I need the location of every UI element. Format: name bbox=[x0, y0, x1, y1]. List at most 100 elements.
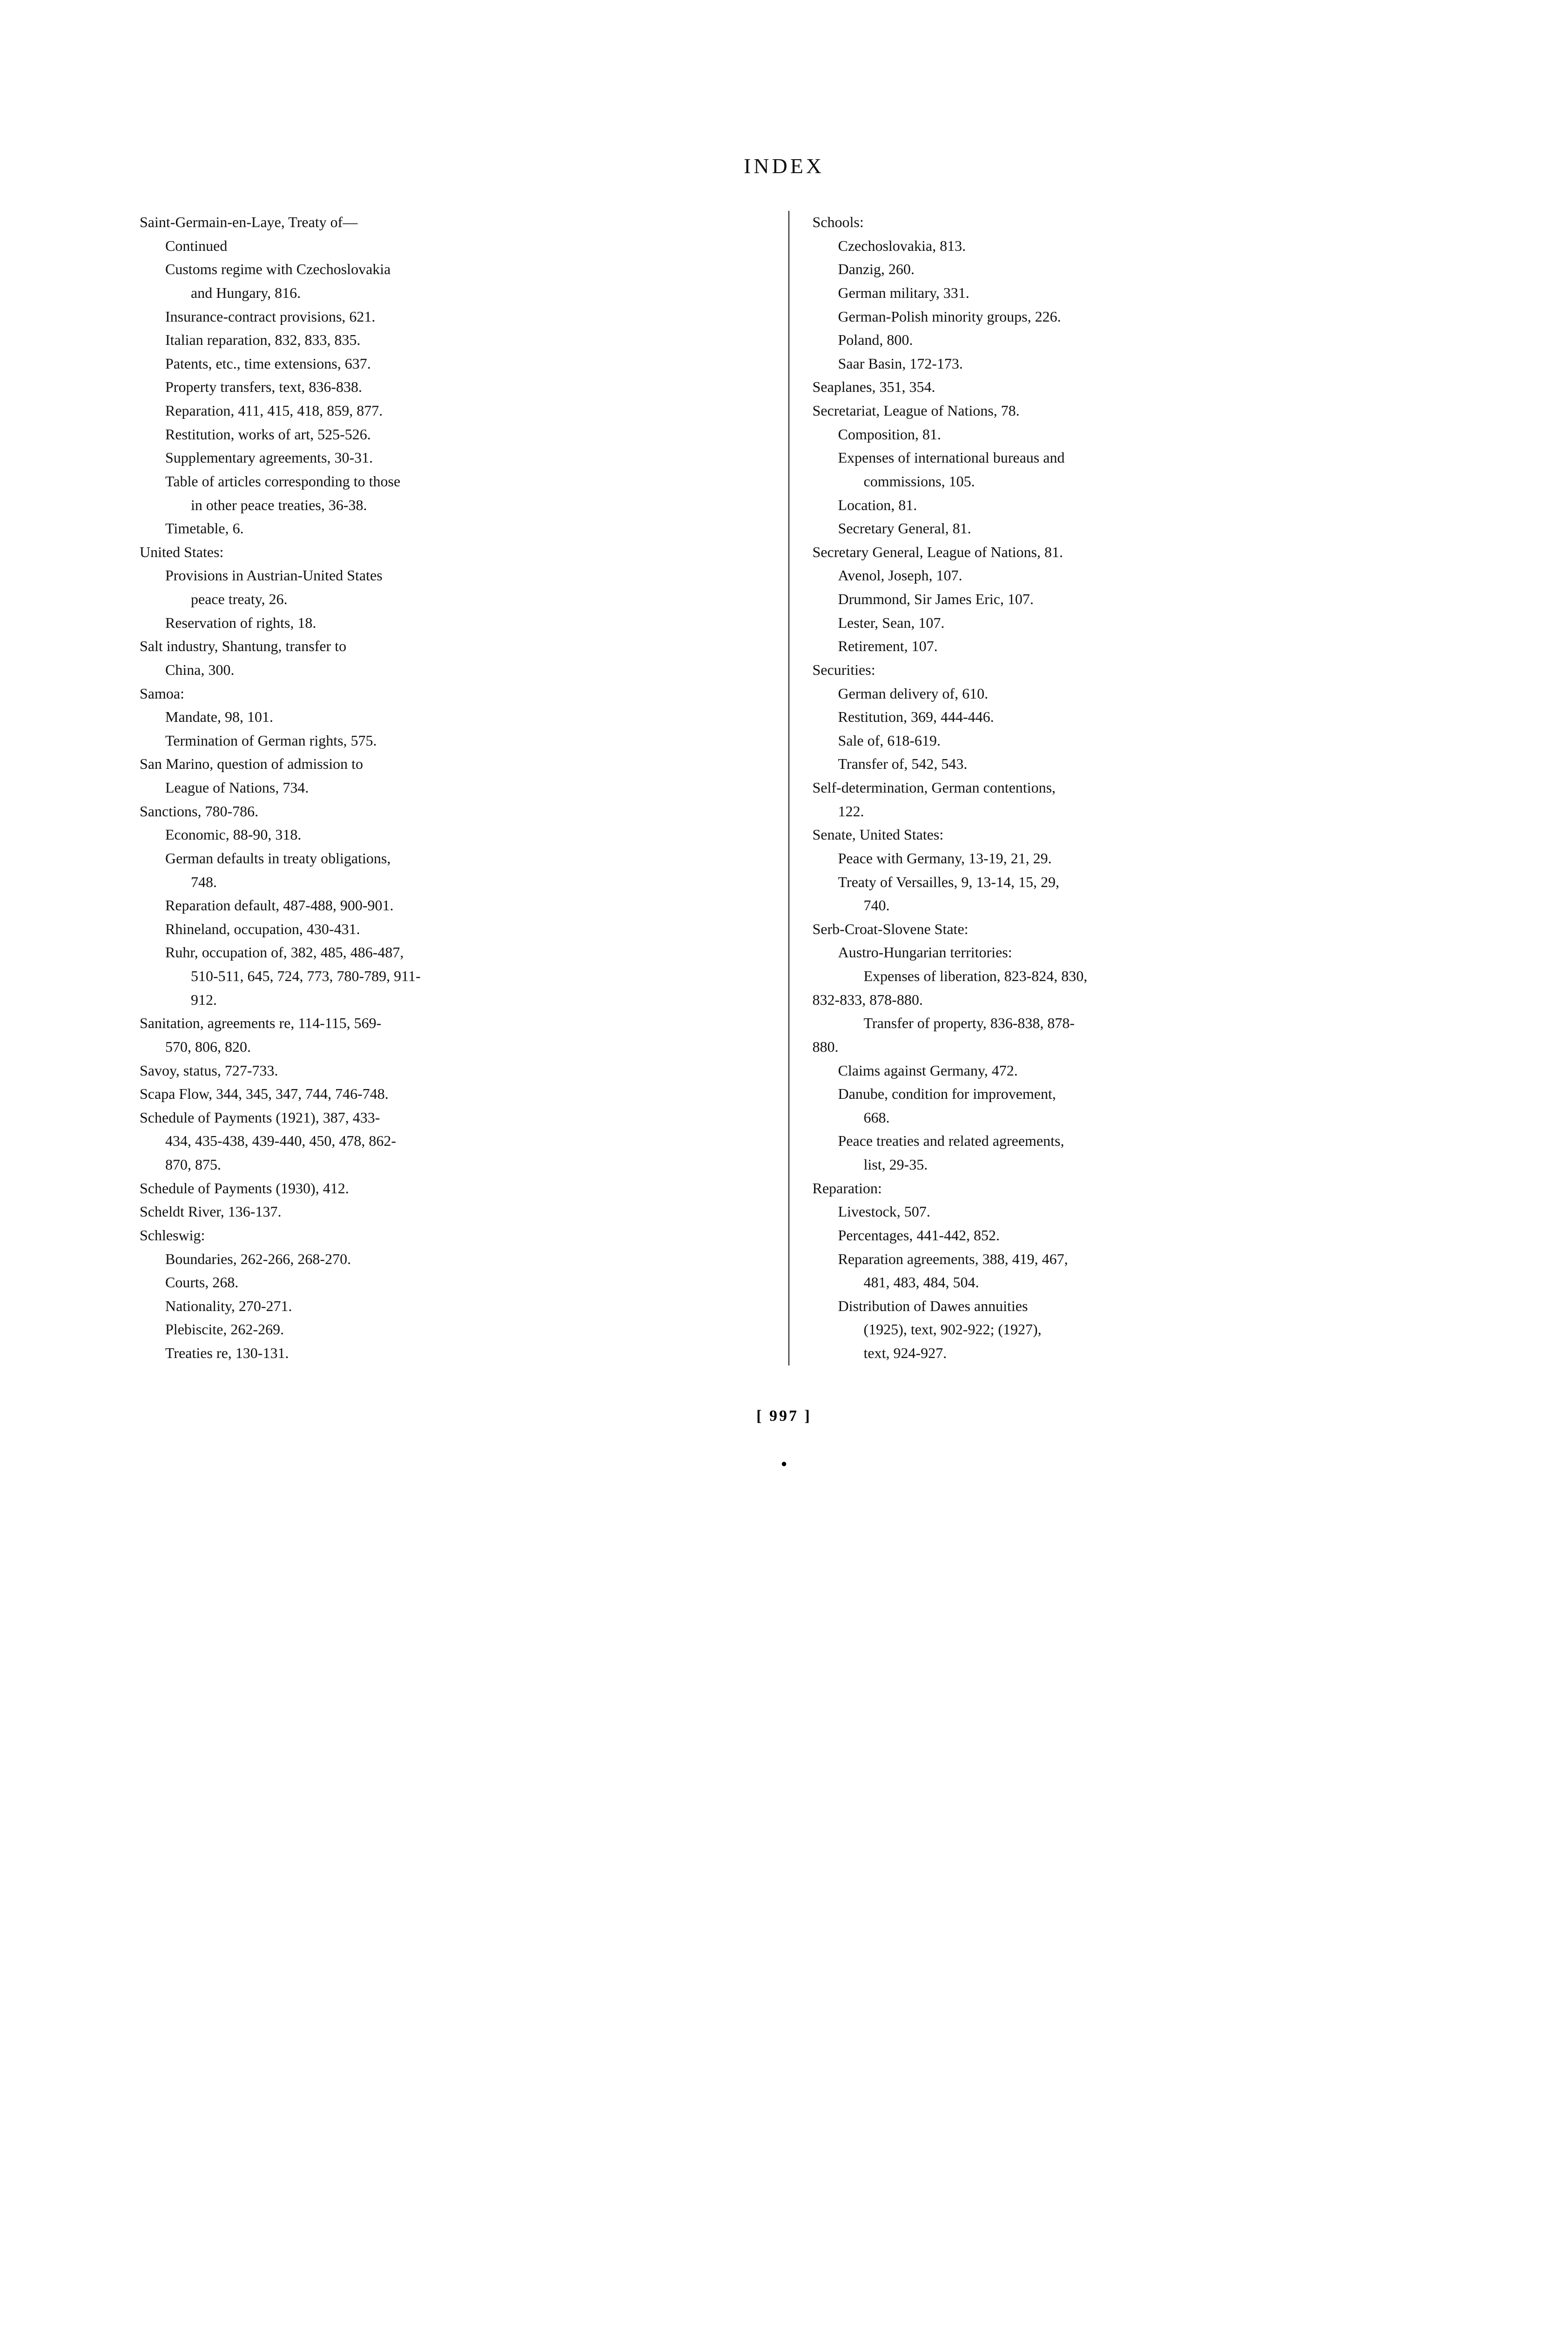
index-entry: 740. bbox=[813, 894, 1429, 917]
decorative-dot: • bbox=[140, 1453, 1428, 1475]
index-entry: China, 300. bbox=[140, 659, 756, 681]
index-entry: Distribution of Dawes annuities bbox=[813, 1295, 1429, 1318]
index-entry: Drummond, Sir James Eric, 107. bbox=[813, 588, 1429, 611]
index-entry: German delivery of, 610. bbox=[813, 682, 1429, 705]
index-entry: Reparation: bbox=[813, 1177, 1429, 1200]
index-entry: 570, 806, 820. bbox=[140, 1036, 756, 1058]
index-entry: Location, 81. bbox=[813, 494, 1429, 517]
index-entry: Livestock, 507. bbox=[813, 1200, 1429, 1223]
index-entry: Expenses of liberation, 823-824, 830, bbox=[813, 965, 1429, 988]
index-entry: Avenol, Joseph, 107. bbox=[813, 564, 1429, 587]
index-entry: Patents, etc., time extensions, 637. bbox=[140, 352, 756, 375]
index-entry: Mandate, 98, 101. bbox=[140, 706, 756, 728]
index-entry: 832-833, 878-880. bbox=[813, 989, 1429, 1011]
index-entry: Treaties re, 130-131. bbox=[140, 1342, 756, 1365]
index-entry: Saar Basin, 172-173. bbox=[813, 352, 1429, 375]
index-entry: Czechoslovakia, 813. bbox=[813, 235, 1429, 257]
index-entry: Seaplanes, 351, 354. bbox=[813, 376, 1429, 398]
index-entry: Plebiscite, 262-269. bbox=[140, 1318, 756, 1341]
index-entry: Secretariat, League of Nations, 78. bbox=[813, 399, 1429, 422]
index-entry: Salt industry, Shantung, transfer to bbox=[140, 635, 756, 658]
index-entry: Termination of German rights, 575. bbox=[140, 729, 756, 752]
index-entry: Table of articles corresponding to those bbox=[140, 470, 756, 493]
index-entry: Reservation of rights, 18. bbox=[140, 612, 756, 634]
index-entry: Expenses of international bureaus and bbox=[813, 446, 1429, 469]
index-entry: Continued bbox=[140, 235, 756, 257]
index-entry: Ruhr, occupation of, 382, 485, 486-487, bbox=[140, 941, 756, 964]
index-entry: Danube, condition for improvement, bbox=[813, 1083, 1429, 1105]
index-entry: 481, 483, 484, 504. bbox=[813, 1271, 1429, 1294]
index-entry: Treaty of Versailles, 9, 13-14, 15, 29, bbox=[813, 871, 1429, 894]
index-entry: Italian reparation, 832, 833, 835. bbox=[140, 329, 756, 351]
page-number-label: [ 997 ] bbox=[140, 1407, 1428, 1425]
index-entry: Boundaries, 262-266, 268-270. bbox=[140, 1248, 756, 1271]
index-entry: Customs regime with Czechoslovakia bbox=[140, 258, 756, 281]
index-entry: Secretary General, 81. bbox=[813, 517, 1429, 540]
index-entry: Samoa: bbox=[140, 682, 756, 705]
index-entry: Courts, 268. bbox=[140, 1271, 756, 1294]
index-entry: Securities: bbox=[813, 659, 1429, 681]
index-entry: Reparation agreements, 388, 419, 467, bbox=[813, 1248, 1429, 1271]
index-column-right: Schools: Czechoslovakia, 813. Danzig, 260.… bbox=[788, 211, 1429, 1365]
index-entry: Schools: bbox=[813, 211, 1429, 234]
index-entry: Reparation, 411, 415, 418, 859, 877. bbox=[140, 399, 756, 422]
index-entry: Sale of, 618-619. bbox=[813, 729, 1429, 752]
index-entry: Senate, United States: bbox=[813, 823, 1429, 846]
index-entry: Property transfers, text, 836-838. bbox=[140, 376, 756, 398]
index-entry: Saint-Germain-en-Laye, Treaty of— bbox=[140, 211, 756, 234]
index-entry: 748. bbox=[140, 871, 756, 894]
index-entry: Peace with Germany, 13-19, 21, 29. bbox=[813, 847, 1429, 870]
index-entry: Schleswig: bbox=[140, 1224, 756, 1247]
index-entry: Danzig, 260. bbox=[813, 258, 1429, 281]
index-entry: Economic, 88-90, 318. bbox=[140, 823, 756, 846]
index-entry: Retirement, 107. bbox=[813, 635, 1429, 658]
index-entry: and Hungary, 816. bbox=[140, 282, 756, 304]
index-entry: list, 29-35. bbox=[813, 1153, 1429, 1176]
index-columns: Saint-Germain-en-Laye, Treaty of— Continu… bbox=[140, 211, 1428, 1365]
index-entry: German-Polish minority groups, 226. bbox=[813, 305, 1429, 328]
index-entry: Rhineland, occupation, 430-431. bbox=[140, 918, 756, 941]
index-entry: Supplementary agreements, 30-31. bbox=[140, 446, 756, 469]
index-entry: 880. bbox=[813, 1036, 1429, 1058]
index-entry: Peace treaties and related agreements, bbox=[813, 1130, 1429, 1152]
index-page: INDEX Saint-Germain-en-Laye, Treaty of— C… bbox=[0, 0, 1568, 2327]
index-entry: Poland, 800. bbox=[813, 329, 1429, 351]
index-entry: 122. bbox=[813, 800, 1429, 823]
index-entry: Secretary General, League of Nations, 81… bbox=[813, 541, 1429, 564]
page-title: INDEX bbox=[140, 154, 1428, 178]
index-entry: Restitution, 369, 444-446. bbox=[813, 706, 1429, 728]
index-entry: Insurance-contract provisions, 621. bbox=[140, 305, 756, 328]
index-entry: Scapa Flow, 344, 345, 347, 744, 746-748. bbox=[140, 1083, 756, 1105]
index-entry: Reparation default, 487-488, 900-901. bbox=[140, 894, 756, 917]
index-entry: in other peace treaties, 36-38. bbox=[140, 494, 756, 517]
index-entry: Savoy, status, 727-733. bbox=[140, 1059, 756, 1082]
index-entry: Provisions in Austrian-United States bbox=[140, 564, 756, 587]
index-entry: Percentages, 441-442, 852. bbox=[813, 1224, 1429, 1247]
index-entry: Nationality, 270-271. bbox=[140, 1295, 756, 1318]
index-entry: Self-determination, German contentions, bbox=[813, 776, 1429, 799]
index-entry: San Marino, question of admission to bbox=[140, 753, 756, 775]
index-entry: Sanitation, agreements re, 114-115, 569- bbox=[140, 1012, 756, 1035]
index-entry: Transfer of property, 836-838, 878- bbox=[813, 1012, 1429, 1035]
index-entry: German military, 331. bbox=[813, 282, 1429, 304]
index-entry: text, 924-927. bbox=[813, 1342, 1429, 1365]
index-entry: Serb-Croat-Slovene State: bbox=[813, 918, 1429, 941]
index-entry: Sanctions, 780-786. bbox=[140, 800, 756, 823]
index-entry: United States: bbox=[140, 541, 756, 564]
index-entry: Timetable, 6. bbox=[140, 517, 756, 540]
index-entry: League of Nations, 734. bbox=[140, 776, 756, 799]
index-entry: Schedule of Payments (1921), 387, 433- bbox=[140, 1106, 756, 1129]
index-entry: Schedule of Payments (1930), 412. bbox=[140, 1177, 756, 1200]
index-entry: 870, 875. bbox=[140, 1153, 756, 1176]
index-entry: 668. bbox=[813, 1106, 1429, 1129]
index-entry: (1925), text, 902-922; (1927), bbox=[813, 1318, 1429, 1341]
index-entry: Composition, 81. bbox=[813, 423, 1429, 446]
index-entry: 510-511, 645, 724, 773, 780-789, 911- bbox=[140, 965, 756, 988]
index-entry: Restitution, works of art, 525-526. bbox=[140, 423, 756, 446]
index-entry: commissions, 105. bbox=[813, 470, 1429, 493]
index-entry: Claims against Germany, 472. bbox=[813, 1059, 1429, 1082]
index-entry: 434, 435-438, 439-440, 450, 478, 862- bbox=[140, 1130, 756, 1152]
index-entry: 912. bbox=[140, 989, 756, 1011]
index-entry: German defaults in treaty obligations, bbox=[140, 847, 756, 870]
index-entry: Lester, Sean, 107. bbox=[813, 612, 1429, 634]
